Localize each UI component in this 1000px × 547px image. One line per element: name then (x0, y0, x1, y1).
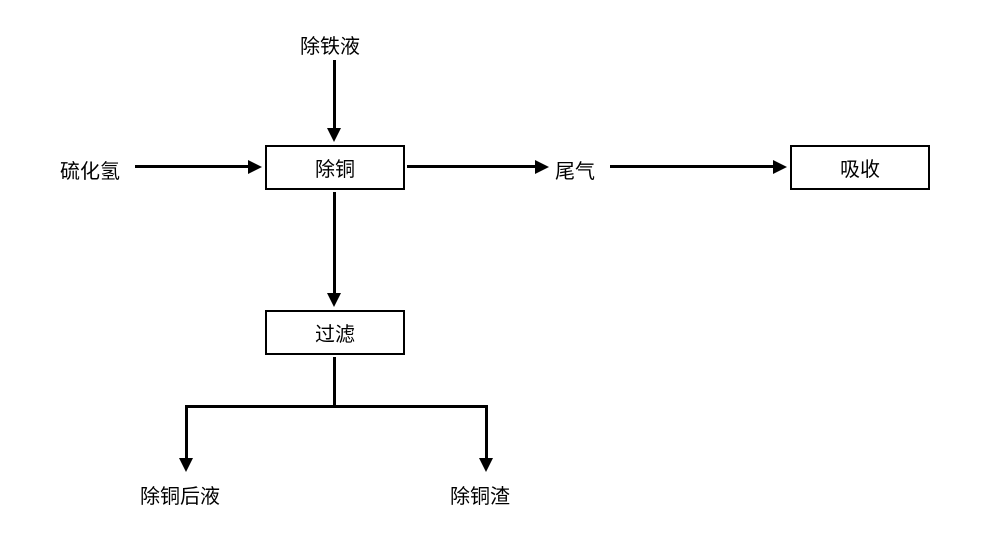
branch-left-down-head (179, 458, 193, 472)
filter-branch-horizontal (185, 405, 488, 408)
arrow-gas-to-absorb (610, 165, 775, 168)
arrow-top-to-main-head (327, 128, 341, 142)
flowchart-container: 除铁液 硫化氢 除铜 尾气 吸收 过滤 除铜后液 除铜渣 (0, 0, 1000, 547)
branch-right-down (485, 405, 488, 460)
filter-down-stem (333, 357, 336, 407)
process-main-box: 除铜 (265, 145, 405, 190)
process-absorb-box: 吸收 (790, 145, 930, 190)
arrow-main-to-gas (407, 165, 537, 168)
branch-right-down-head (479, 458, 493, 472)
process-filter-box: 过滤 (265, 310, 405, 355)
output-liquid-label: 除铜后液 (140, 480, 220, 509)
input-top-label: 除铁液 (300, 30, 360, 59)
arrow-left-to-main (135, 165, 250, 168)
process-main-label: 除铜 (315, 153, 355, 182)
arrow-main-to-gas-head (535, 160, 549, 174)
process-filter-label: 过滤 (315, 318, 355, 347)
branch-left-down (185, 405, 188, 460)
arrow-left-to-main-head (248, 160, 262, 174)
arrow-top-to-main (333, 60, 336, 130)
input-left-label: 硫化氢 (60, 155, 120, 184)
arrow-gas-to-absorb-head (773, 160, 787, 174)
arrow-main-to-filter-head (327, 293, 341, 307)
output-slag-label: 除铜渣 (450, 480, 510, 509)
process-absorb-label: 吸收 (840, 153, 880, 182)
arrow-main-to-filter (333, 192, 336, 295)
output-gas-label: 尾气 (555, 155, 595, 184)
